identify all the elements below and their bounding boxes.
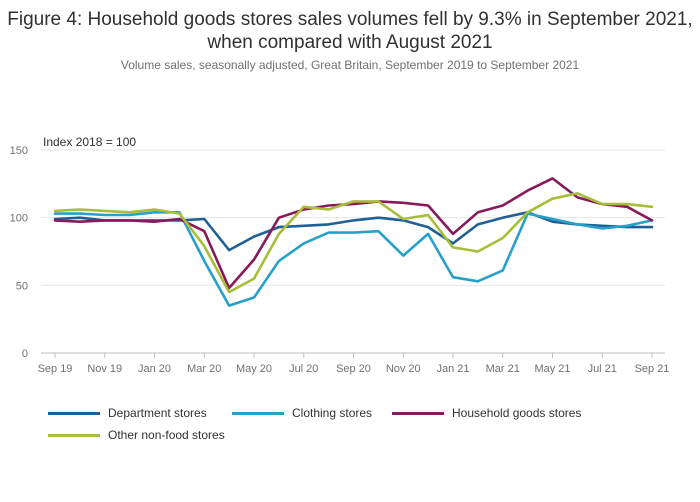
x-tick-label: May 20 bbox=[236, 363, 272, 375]
legend-label: Department stores bbox=[108, 406, 207, 420]
x-tick-label: Sep 20 bbox=[336, 363, 371, 375]
x-tick-label: Jul 20 bbox=[289, 363, 318, 375]
x-tick-label: May 21 bbox=[534, 363, 570, 375]
legend-swatch bbox=[48, 433, 100, 437]
x-tick-label: Sep 19 bbox=[38, 363, 73, 375]
x-tick-label: Sep 21 bbox=[635, 363, 670, 375]
x-tick-label: Jul 21 bbox=[588, 363, 617, 375]
y-axis-label: Index 2018 = 100 bbox=[43, 135, 136, 149]
legend-item[interactable]: Other non-food stores bbox=[48, 428, 225, 442]
legend-swatch bbox=[392, 411, 444, 415]
y-tick-label: 150 bbox=[10, 145, 28, 157]
series-line-clothing-stores[interactable] bbox=[53, 211, 654, 307]
y-tick-label: 50 bbox=[16, 280, 28, 292]
legend-label: Clothing stores bbox=[292, 406, 373, 420]
legend-item[interactable]: Household goods stores bbox=[392, 406, 581, 420]
y-tick-label: 0 bbox=[22, 348, 28, 360]
chart-title: Figure 4: Household goods stores sales v… bbox=[7, 9, 693, 53]
legend-swatch bbox=[48, 411, 100, 415]
legend-label: Household goods stores bbox=[452, 406, 582, 420]
x-tick-label: Nov 20 bbox=[386, 363, 421, 375]
x-tick-label: Jan 20 bbox=[138, 363, 171, 375]
legend-item[interactable]: Department stores bbox=[48, 406, 207, 420]
x-tick-label: Mar 21 bbox=[486, 363, 520, 375]
x-tick-label: Mar 20 bbox=[187, 363, 221, 375]
y-tick-label: 100 bbox=[10, 213, 28, 225]
chart-subtitle: Volume sales, seasonally adjusted, Great… bbox=[120, 58, 580, 72]
series-line-household-goods-stores[interactable] bbox=[53, 177, 654, 290]
x-tick-label: Nov 19 bbox=[87, 363, 122, 375]
legend-swatch bbox=[232, 411, 284, 415]
legend-item[interactable]: Clothing stores bbox=[232, 406, 372, 420]
x-tick-label: Jan 21 bbox=[436, 363, 469, 375]
series-line-other-non-food-stores[interactable] bbox=[53, 192, 654, 294]
legend-label: Other non-food stores bbox=[108, 428, 225, 442]
